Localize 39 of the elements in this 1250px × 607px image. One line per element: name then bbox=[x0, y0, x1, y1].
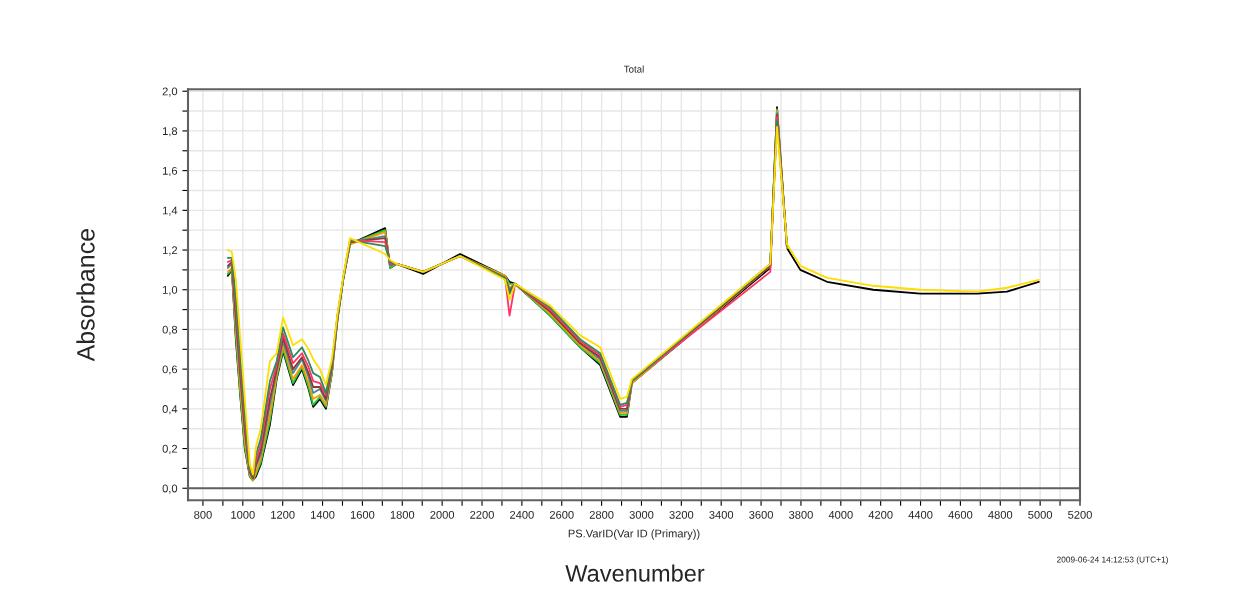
x-tick-label: 3600 bbox=[749, 510, 773, 519]
y-tick-label: 1,4 bbox=[162, 206, 178, 216]
x-tick-label: 1600 bbox=[350, 510, 375, 519]
chart-title: Total bbox=[623, 65, 644, 73]
text: Wavenumber bbox=[565, 564, 705, 582]
x-axis-title: PS.VarID(Var ID (Primary)) bbox=[568, 529, 700, 540]
x-tick-label: 4800 bbox=[988, 510, 1013, 519]
x-tick-label: 1200 bbox=[271, 510, 295, 519]
x-tick-label: 3800 bbox=[789, 510, 813, 519]
y-tick-label: 0,6 bbox=[162, 365, 178, 375]
x-tick-label: 1400 bbox=[311, 510, 335, 519]
x-tick-label: 1800 bbox=[390, 510, 415, 519]
x-tick-label: 800 bbox=[194, 510, 212, 519]
x-tick-label: 2400 bbox=[510, 510, 534, 519]
y-tick-label: 0,8 bbox=[162, 325, 178, 335]
x-tick-label: 4600 bbox=[948, 510, 973, 519]
y-tick-label: 1,2 bbox=[162, 246, 178, 256]
x-tick-label: 2600 bbox=[549, 510, 574, 519]
y-tick-label: 1,6 bbox=[162, 166, 178, 177]
y-tick-label: 1,0 bbox=[162, 286, 178, 296]
y-axis-title: Absorbance bbox=[76, 229, 95, 362]
x-tick-label: 5200 bbox=[1068, 510, 1092, 519]
y-tick-label: 0,0 bbox=[162, 484, 178, 494]
x-tick-label: 3200 bbox=[669, 510, 694, 519]
x-tick-label: 3400 bbox=[709, 510, 734, 519]
x-tick-label: 2800 bbox=[589, 510, 614, 519]
x-tick-label: 4000 bbox=[828, 510, 853, 519]
text: 2009-06-24 14:12:53 (UTC+1) bbox=[1056, 556, 1168, 565]
y-tick-label: 2,0 bbox=[162, 87, 178, 97]
x-tick-label: 3000 bbox=[629, 510, 654, 519]
x-tick-label: 4400 bbox=[908, 510, 933, 519]
y-tick-label: 1,8 bbox=[162, 127, 178, 137]
x-tick-label: 2000 bbox=[430, 510, 455, 519]
x-tick-label: 4200 bbox=[868, 510, 893, 519]
x-tick-label: 1000 bbox=[231, 510, 255, 519]
x-tick-label: 2200 bbox=[470, 510, 494, 519]
x-tick-label: 5000 bbox=[1028, 510, 1053, 519]
y-tick-label: 0,4 bbox=[162, 405, 178, 415]
y-tick-label: 0,2 bbox=[162, 444, 178, 454]
